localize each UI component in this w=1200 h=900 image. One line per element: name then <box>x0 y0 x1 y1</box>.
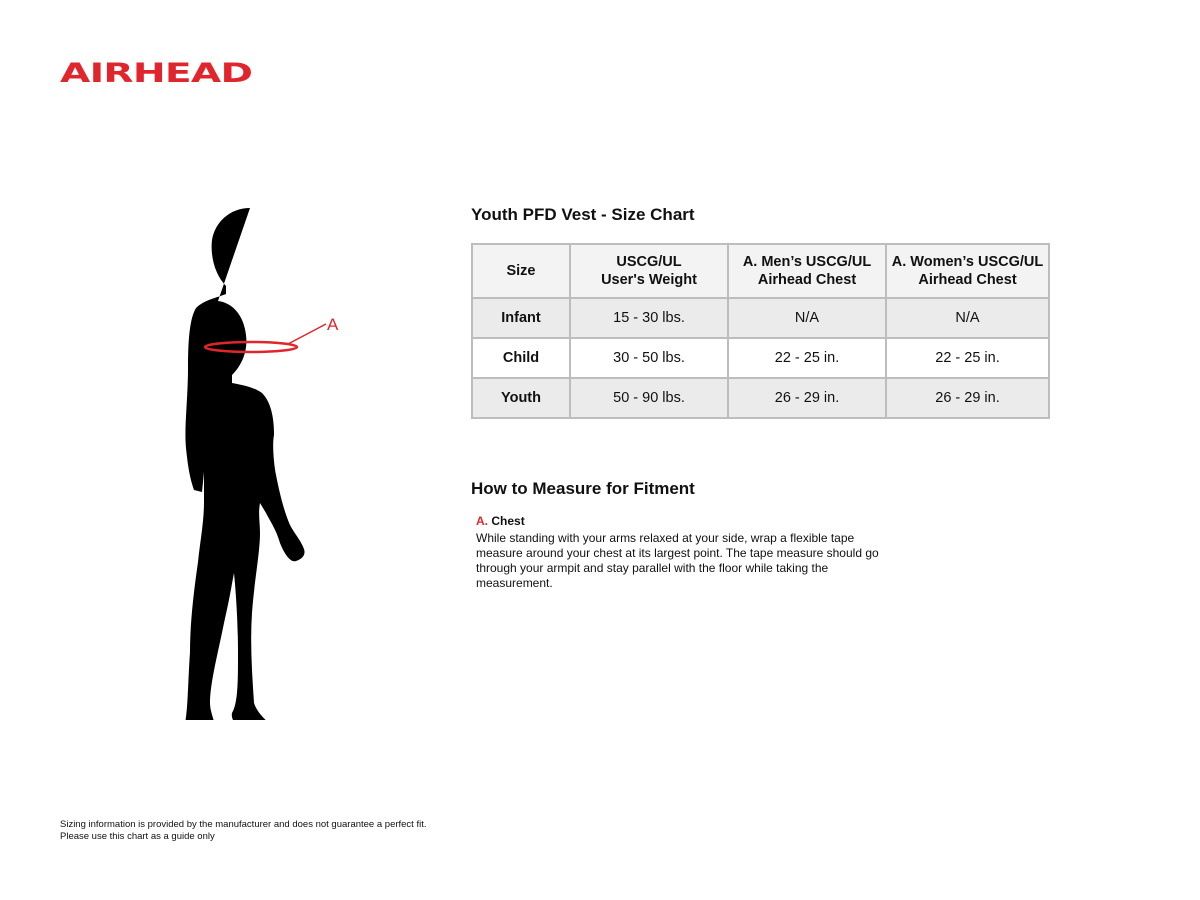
header-womens-chest: A. Women’s USCG/UL Airhead Chest <box>885 243 1050 299</box>
cell-weight: 50 - 90 lbs. <box>569 377 729 419</box>
header-text: Airhead Chest <box>918 272 1017 288</box>
header-text: A. Men’s USCG/UL <box>742 254 872 270</box>
marker-line <box>287 323 327 345</box>
header-size: Size <box>471 243 571 299</box>
child-silhouette: A <box>185 208 339 720</box>
cell-size: Youth <box>471 377 571 419</box>
header-text: A. Women’s USCG/UL <box>891 254 1044 270</box>
measure-description: While standing with your arms relaxed at… <box>476 531 879 590</box>
airhead-logo: AIRHEAD <box>60 58 253 89</box>
measure-letter: A. <box>476 514 488 528</box>
header-row: Size USCG/UL User's Weight A. Men’s USCG/… <box>471 243 1050 299</box>
cell-womens-chest: N/A <box>885 297 1050 339</box>
size-table: Size USCG/UL User's Weight A. Men’s USCG/… <box>471 243 1050 419</box>
disclaimer-line: Sizing information is provided by the ma… <box>60 819 427 830</box>
table-row: Youth 50 - 90 lbs. 26 - 29 in. 26 - 29 i… <box>471 377 1050 419</box>
cell-mens-chest: 22 - 25 in. <box>727 337 887 379</box>
table-row: Child 30 - 50 lbs. 22 - 25 in. 22 - 25 i… <box>471 337 1050 379</box>
header-text: USCG/UL <box>616 254 682 270</box>
cell-womens-chest: 22 - 25 in. <box>885 337 1050 379</box>
header-text: User's Weight <box>601 272 697 288</box>
measure-label-text: Chest <box>491 514 525 528</box>
header-mens-chest: A. Men’s USCG/UL Airhead Chest <box>727 243 887 299</box>
cell-womens-chest: 26 - 29 in. <box>885 377 1050 419</box>
measure-label: A. Chest <box>476 514 525 528</box>
disclaimer-line: Please use this chart as a guide only <box>60 831 215 842</box>
header-text: Airhead Chest <box>757 272 857 288</box>
table-row: Infant 15 - 30 lbs. N/A N/A <box>471 297 1050 339</box>
cell-mens-chest: 26 - 29 in. <box>727 377 887 419</box>
cell-size: Child <box>471 337 571 379</box>
cell-mens-chest: N/A <box>727 297 887 339</box>
measure-title: How to Measure for Fitment <box>471 479 695 498</box>
chart-title: Youth PFD Vest - Size Chart <box>471 205 695 224</box>
marker-label: A <box>327 315 339 334</box>
disclaimer: Sizing information is provided by the ma… <box>60 819 427 843</box>
cell-size: Infant <box>471 297 571 339</box>
cell-weight: 15 - 30 lbs. <box>569 297 729 339</box>
header-weight: USCG/UL User's Weight <box>569 243 729 299</box>
chest-tape <box>203 340 299 354</box>
logo-text: AIRHEAD <box>60 58 253 89</box>
cell-weight: 30 - 50 lbs. <box>569 337 729 379</box>
silhouette-body <box>185 208 305 720</box>
header-text: Size <box>506 263 536 279</box>
